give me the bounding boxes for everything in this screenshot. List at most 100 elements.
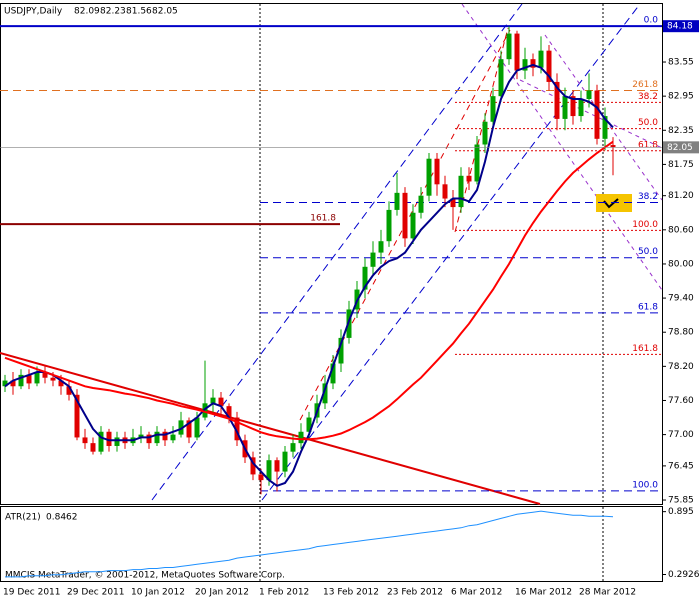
fib-label: 50.0	[638, 247, 658, 257]
candle-body	[250, 457, 256, 475]
candle-body	[74, 394, 80, 438]
atr-panel	[0, 506, 663, 582]
candle-body	[106, 431, 112, 446]
candle-body	[58, 380, 64, 387]
y-tick-label: 0.2926	[668, 570, 700, 580]
channel-line	[461, 3, 663, 291]
y-tick-label: 81.75	[668, 160, 694, 170]
y-tick-label: 79.40	[668, 294, 694, 304]
price-label-box	[663, 141, 699, 154]
candle-body	[450, 198, 456, 208]
y-tick-label: 83.55	[668, 58, 694, 68]
candle-body	[378, 241, 384, 253]
symbol-title: USDJPY,Daily	[4, 7, 63, 17]
fib-label: 161.8	[310, 214, 336, 224]
x-tick-label: 19 Dec 2011	[3, 588, 61, 598]
candle-body	[514, 33, 520, 71]
candle-body	[282, 451, 288, 472]
candle-body	[322, 383, 328, 404]
y-tick-label: 77.00	[668, 430, 694, 440]
last-close: 82.05	[152, 7, 178, 17]
last-low: 81.56	[126, 7, 152, 17]
candle-body	[10, 380, 16, 387]
y-tick-label: 0.895	[668, 507, 694, 517]
candle-body	[466, 175, 472, 182]
candle-body	[578, 98, 584, 117]
fib-label: 261.8	[632, 80, 658, 90]
candle-body	[162, 431, 168, 441]
indicator-name: ATR(21)	[5, 513, 41, 523]
candle-body	[274, 460, 280, 472]
candle-body	[178, 420, 184, 435]
candle-body	[258, 474, 264, 481]
candle-body	[266, 460, 272, 481]
candle-body	[530, 59, 536, 68]
candle-body	[554, 81, 560, 119]
candle-body	[138, 434, 144, 438]
price-label-box	[663, 20, 699, 33]
y-tick-label: 78.20	[668, 362, 694, 372]
indicator-line	[4, 140, 614, 441]
candle-body	[50, 377, 56, 381]
candle-body	[410, 212, 416, 239]
candle-body	[98, 431, 104, 452]
candle-body	[34, 372, 40, 384]
last-open: 82.09	[74, 7, 100, 17]
x-tick-label: 1 Feb 2012	[259, 588, 309, 598]
price-label: 84.18	[667, 22, 693, 32]
candle-body	[594, 90, 600, 139]
candle-body	[386, 209, 392, 242]
y-tick-label: 76.45	[668, 461, 694, 471]
candle-body	[186, 420, 192, 438]
candle-body	[418, 195, 424, 213]
candle-body	[330, 363, 336, 384]
candle-body	[394, 192, 400, 210]
candle-body	[434, 158, 440, 185]
y-tick-label: 81.20	[668, 191, 694, 201]
candle-body	[66, 386, 72, 395]
fib-label: 100.0	[632, 480, 658, 490]
candle-body	[226, 406, 232, 418]
x-tick-label: 13 Feb 2012	[323, 588, 379, 598]
channel-line	[519, 79, 663, 149]
fib-label: 0.0	[644, 16, 659, 26]
candle-body	[458, 175, 464, 208]
candle-body	[538, 50, 544, 68]
candle-body	[570, 96, 576, 117]
indicator-value: 0.8462	[46, 513, 78, 523]
candle-body	[482, 121, 488, 145]
candle-body	[442, 184, 448, 199]
fib-label: 38.2	[638, 192, 658, 202]
y-tick-label: 77.60	[668, 396, 694, 406]
footer: MMCIS MetaTrader, © 2001-2012, MetaQuote…	[5, 571, 285, 581]
candle-body	[370, 252, 376, 267]
candle-body	[546, 50, 552, 82]
y-tick-label: 80.00	[668, 259, 694, 269]
candle-body	[90, 443, 96, 452]
candle-body	[234, 417, 240, 441]
candle-body	[114, 437, 120, 446]
candle-body	[194, 417, 200, 438]
candle-body	[42, 372, 48, 378]
period-separators	[259, 4, 604, 581]
x-tick-label: 28 Mar 2012	[579, 588, 636, 598]
candle-body	[82, 437, 88, 444]
fib-label: 61.8	[638, 302, 658, 312]
candle-body	[18, 374, 24, 387]
candle-body	[298, 431, 304, 444]
trend-line	[0, 352, 541, 505]
fib-label: 100.0	[632, 220, 658, 230]
candle-body	[170, 434, 176, 441]
indicator-line	[5, 510, 614, 578]
candle-body	[402, 192, 408, 239]
price-label: 82.05	[667, 143, 693, 153]
candle-body	[146, 434, 152, 444]
candle-body	[362, 266, 368, 290]
candle-body	[306, 417, 312, 432]
main-panel	[0, 3, 663, 505]
last-high: 82.23	[100, 7, 126, 17]
x-tick-label: 6 Mar 2012	[451, 588, 502, 598]
fib-label: 61.8	[638, 140, 658, 150]
